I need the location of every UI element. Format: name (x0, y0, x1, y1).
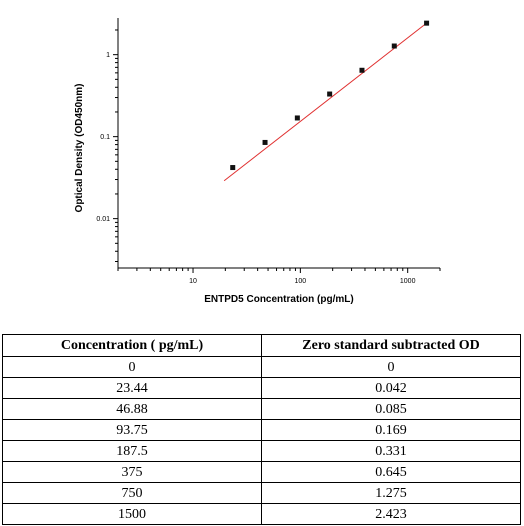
table-row: 46.88 0.085 (2, 398, 521, 420)
table-header-od: Zero standard subtracted OD (261, 334, 521, 357)
table-header-row: Concentration ( pg/mL) Zero standard sub… (2, 334, 521, 357)
table-cell: 0.042 (261, 377, 521, 399)
data-point (327, 91, 333, 97)
table-cell: 1.275 (261, 482, 521, 504)
table-cell: 46.88 (2, 398, 262, 420)
table-header-concentration: Concentration ( pg/mL) (2, 334, 262, 357)
table-cell: 0 (261, 356, 521, 378)
table-cell: 23.44 (2, 377, 262, 399)
y-axis-title: Optical Density (OD450nm) (74, 84, 85, 213)
data-point (391, 43, 397, 49)
table-cell: 750 (2, 482, 262, 504)
table-cell: 0.331 (261, 440, 521, 462)
table-cell: 1500 (2, 503, 262, 525)
x-axis-title: ENTPD5 Concentration (pg/mL) (204, 294, 353, 305)
table-row: 750 1.275 (2, 482, 521, 504)
table-cell: 93.75 (2, 419, 262, 441)
table-row: 23.44 0.042 (2, 377, 521, 399)
table-row: 375 0.645 (2, 461, 521, 483)
table-row: 1500 2.423 (2, 503, 521, 525)
data-point (424, 20, 430, 26)
data-point (230, 165, 236, 171)
table-cell: 2.423 (261, 503, 521, 525)
x-tick-label: 1000 (400, 278, 416, 285)
data-point (359, 67, 365, 73)
table-cell: 0.085 (261, 398, 521, 420)
table-cell: 0 (2, 356, 262, 378)
table-cell: 187.5 (2, 440, 262, 462)
table-cell: 0.169 (261, 419, 521, 441)
y-tick-label: 1 (106, 52, 110, 59)
x-tick-label: 10 (189, 278, 197, 285)
table-cell: 0.645 (261, 461, 521, 483)
data-point (262, 139, 268, 145)
data-points-group (230, 20, 430, 171)
y-tick-label: 0.01 (96, 216, 110, 223)
data-point (294, 115, 300, 121)
x-tick-label: 100 (295, 278, 307, 285)
standard-data-table: Concentration ( pg/mL) Zero standard sub… (2, 334, 521, 525)
fit-line (223, 22, 427, 182)
chart-axes: 10 100 1000 0.01 0.1 1 (96, 18, 441, 285)
fit-line-group (223, 22, 427, 182)
standard-curve-chart: 10 100 1000 0.01 0.1 1 ENTPD5 Concentration (… (74, 18, 441, 305)
table-cell: 375 (2, 461, 262, 483)
table-row: 93.75 0.169 (2, 419, 521, 441)
table-row: 187.5 0.331 (2, 440, 521, 462)
y-tick-label: 0.1 (100, 134, 110, 141)
